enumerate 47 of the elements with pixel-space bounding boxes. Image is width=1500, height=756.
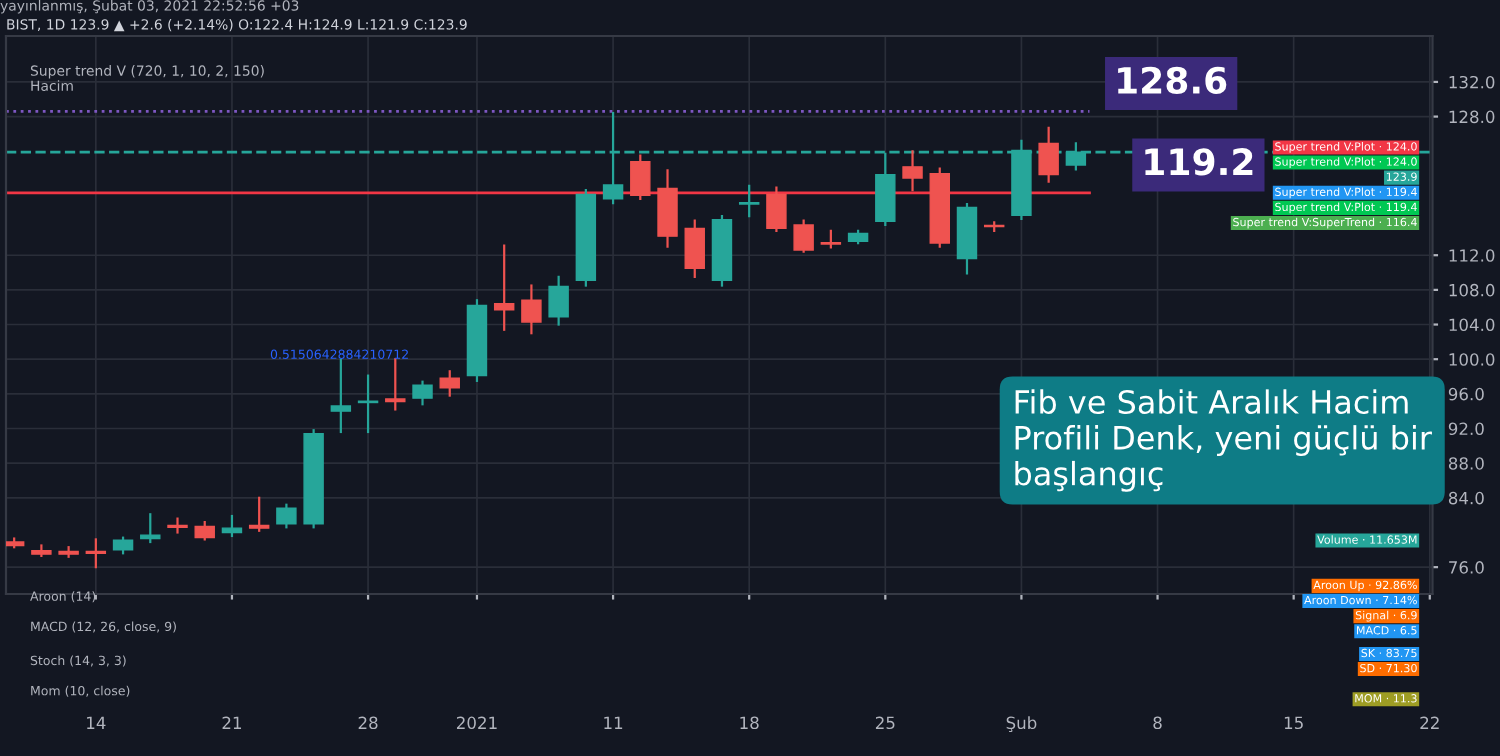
candlestick [439,370,460,397]
y-tick-label: 92.0 [1448,422,1484,436]
x-tick-label: 11 [604,716,623,729]
candlestick [657,169,678,248]
candlestick [385,358,406,411]
annotation: Fib ve Sabit Aralık Hacim Profili Denk, yeni güçlü bir başlangıç [1015,389,1432,492]
candlestick [493,244,515,331]
y-tick-label: 100.0 [1449,353,1495,366]
y-tick-label: 104.0 [1449,318,1495,332]
y-tick-label: 76.0 [1449,561,1484,574]
candlestick [766,186,787,233]
y-tick-label: 84.0 [1448,491,1484,505]
x-tick-label: 2021 [456,716,497,730]
candlestick [248,496,270,532]
y-tick-label: 132.0 [1449,75,1495,89]
y-tick-label: 128.0 [1449,110,1495,124]
x-tick-label: Şub [1006,716,1037,733]
candlestick [330,358,352,434]
x-tick-label: 15 [1284,716,1303,730]
candlestick [548,275,569,326]
candlestick [85,538,107,569]
x-tick-label: 28 [358,716,378,730]
x-tick-label: 21 [222,716,242,729]
candlestick [167,517,188,534]
candlestick [221,514,243,538]
candlestick [630,154,651,200]
candlestick [276,503,297,529]
y-tick-label: 108.0 [1449,283,1495,297]
candlestick [684,219,705,278]
y-tick-label: 96.0 [1448,387,1484,401]
candlestick [521,284,542,335]
x-tick-label: 18 [740,716,759,730]
candlestick [140,513,161,544]
y-tick-label: 88.0 [1448,457,1484,470]
x-tick-label: 8 [1153,716,1162,730]
candlestick [1038,126,1059,183]
legend-label: 119.2 [1145,148,1253,176]
y-tick-label: 112.0 [1449,249,1495,262]
candlestick [31,544,52,557]
candlestick [902,150,923,192]
candlestick [738,184,760,218]
x-tick-label: 22 [1420,716,1439,729]
x-tick-label: 25 [875,716,895,730]
candlestick [793,219,814,253]
candlestick [412,380,433,406]
x-tick-label: 14 [87,716,106,729]
ref-line-label: 128.6 [1118,66,1227,94]
